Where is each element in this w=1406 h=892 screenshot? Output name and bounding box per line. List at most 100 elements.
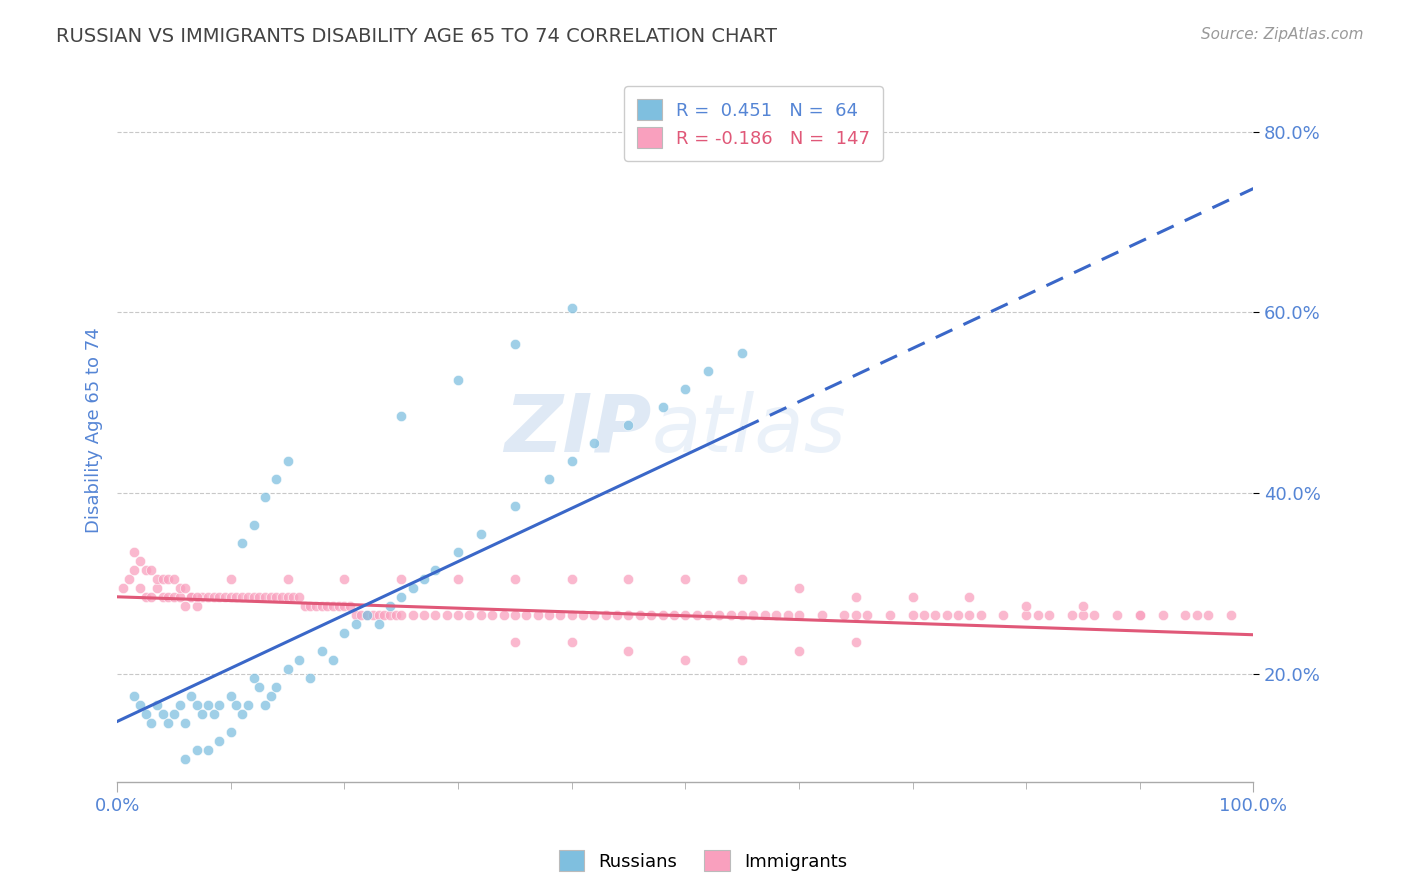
Point <box>651 607 673 622</box>
Point <box>242 517 264 532</box>
Point <box>333 626 356 640</box>
Point <box>264 680 287 694</box>
Point <box>225 698 247 713</box>
Point <box>583 607 606 622</box>
Point <box>389 572 412 586</box>
Point <box>515 607 537 622</box>
Point <box>208 698 231 713</box>
Point <box>214 590 236 604</box>
Point <box>731 653 754 667</box>
Point <box>157 572 180 586</box>
Point <box>356 607 378 622</box>
Point <box>174 581 197 595</box>
Point <box>141 716 163 731</box>
Point <box>425 563 447 577</box>
Point <box>912 607 935 622</box>
Point <box>378 607 401 622</box>
Point <box>202 707 225 722</box>
Point <box>731 572 754 586</box>
Point <box>561 572 583 586</box>
Point <box>561 635 583 649</box>
Point <box>458 607 481 622</box>
Point <box>174 716 197 731</box>
Point <box>367 607 389 622</box>
Point <box>776 607 799 622</box>
Point <box>322 653 344 667</box>
Point <box>731 346 754 360</box>
Point <box>180 590 202 604</box>
Point <box>561 607 583 622</box>
Point <box>1174 607 1197 622</box>
Point <box>111 581 134 595</box>
Point <box>122 544 145 558</box>
Point <box>146 698 169 713</box>
Legend: Russians, Immigrants: Russians, Immigrants <box>551 843 855 879</box>
Point <box>413 572 436 586</box>
Point <box>271 590 294 604</box>
Point <box>617 572 640 586</box>
Point <box>174 752 197 766</box>
Point <box>146 572 169 586</box>
Point <box>253 590 276 604</box>
Point <box>225 590 247 604</box>
Point <box>311 599 333 613</box>
Point <box>1129 607 1152 622</box>
Point <box>333 599 356 613</box>
Legend: R =  0.451   N =  64, R = -0.186   N =  147: R = 0.451 N = 64, R = -0.186 N = 147 <box>624 87 883 161</box>
Point <box>328 599 350 613</box>
Point <box>720 607 742 622</box>
Point <box>901 607 924 622</box>
Point <box>537 607 560 622</box>
Point <box>197 698 219 713</box>
Point <box>1129 607 1152 622</box>
Point <box>834 607 856 622</box>
Point <box>264 472 287 486</box>
Point <box>146 581 169 595</box>
Point <box>924 607 946 622</box>
Point <box>186 590 208 604</box>
Point <box>186 599 208 613</box>
Point <box>673 382 696 396</box>
Point <box>537 472 560 486</box>
Point <box>202 590 225 604</box>
Point <box>208 590 231 604</box>
Point <box>1026 607 1049 622</box>
Point <box>606 607 628 622</box>
Point <box>378 599 401 613</box>
Point <box>219 590 242 604</box>
Point <box>447 373 470 387</box>
Point <box>135 707 157 722</box>
Point <box>673 572 696 586</box>
Point <box>129 581 152 595</box>
Point <box>561 301 583 315</box>
Point <box>617 418 640 433</box>
Point <box>339 599 361 613</box>
Point <box>697 607 720 622</box>
Point <box>219 689 242 703</box>
Point <box>1219 607 1241 622</box>
Point <box>697 364 720 378</box>
Point <box>135 590 157 604</box>
Point <box>550 607 572 622</box>
Point <box>197 590 219 604</box>
Point <box>384 607 406 622</box>
Point <box>236 590 259 604</box>
Point <box>361 607 384 622</box>
Point <box>1071 607 1094 622</box>
Point <box>141 563 163 577</box>
Point <box>247 590 270 604</box>
Point <box>1197 607 1219 622</box>
Point <box>845 635 868 649</box>
Point <box>845 590 868 604</box>
Point <box>129 554 152 568</box>
Point <box>583 436 606 450</box>
Point <box>628 607 651 622</box>
Point <box>208 734 231 748</box>
Point <box>169 581 191 595</box>
Text: Source: ZipAtlas.com: Source: ZipAtlas.com <box>1201 27 1364 42</box>
Point <box>447 572 470 586</box>
Point <box>253 698 276 713</box>
Point <box>231 535 253 549</box>
Point <box>242 590 264 604</box>
Point <box>288 590 311 604</box>
